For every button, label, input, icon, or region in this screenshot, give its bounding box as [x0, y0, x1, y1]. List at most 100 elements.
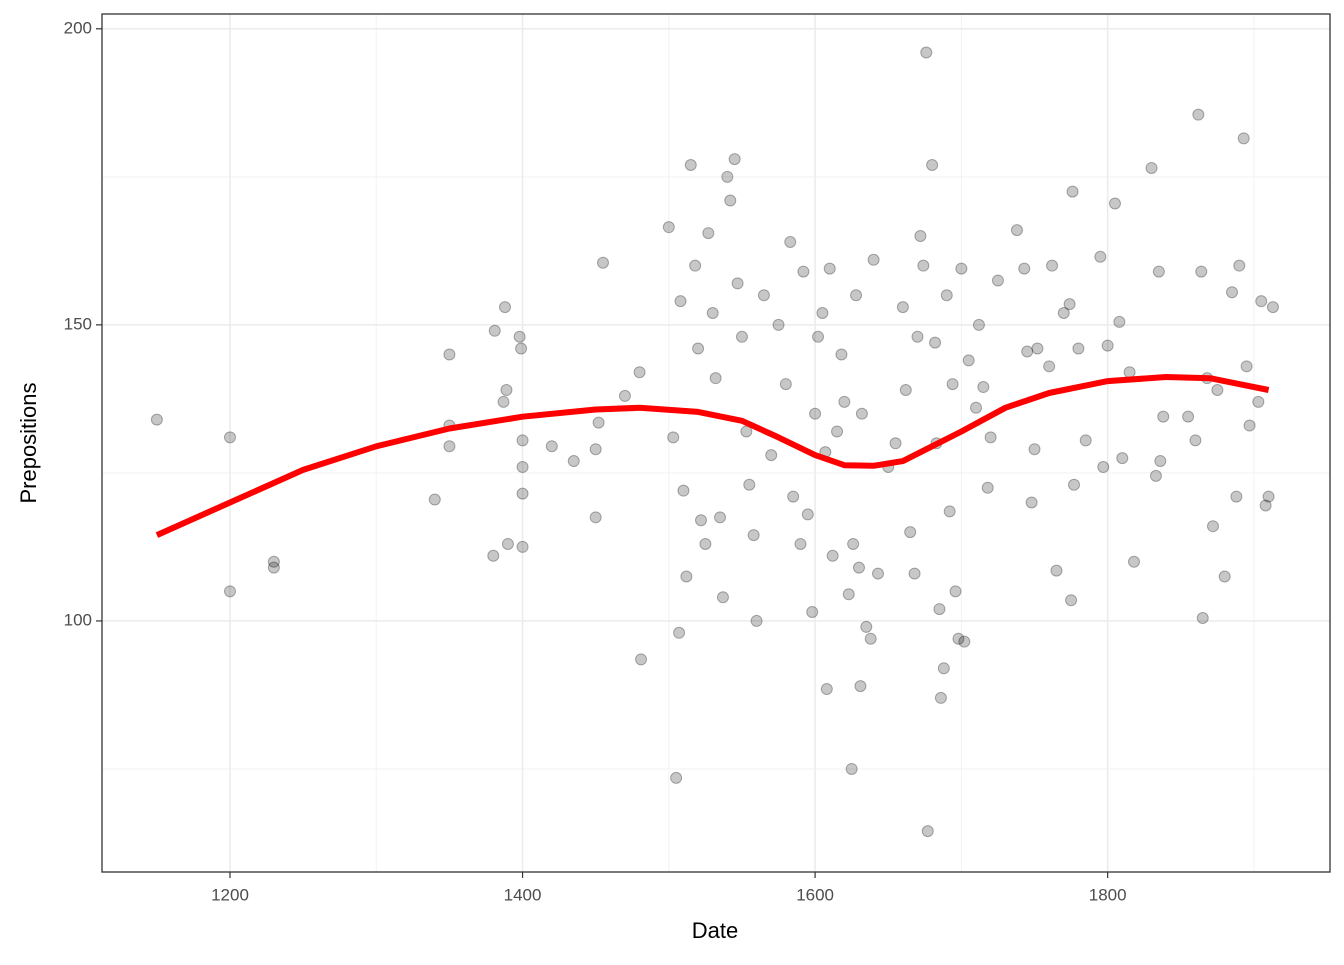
point	[267, 561, 280, 574]
point	[1057, 307, 1070, 320]
point	[731, 277, 744, 290]
y-tick-label: 150	[64, 314, 92, 333]
point	[428, 493, 441, 506]
point	[896, 301, 909, 314]
point	[872, 567, 885, 580]
point	[787, 490, 800, 503]
point	[1230, 490, 1243, 503]
point	[1211, 384, 1224, 397]
point	[150, 413, 163, 426]
point	[1066, 185, 1079, 198]
point	[223, 431, 236, 444]
point	[545, 440, 558, 453]
point	[860, 620, 873, 633]
point	[854, 680, 867, 693]
point	[962, 354, 975, 367]
point	[1021, 345, 1034, 358]
point	[684, 158, 697, 171]
point	[706, 307, 719, 320]
point	[835, 348, 848, 361]
point	[747, 529, 760, 542]
point	[867, 253, 880, 266]
y-axis-title: Prepositions	[16, 382, 41, 503]
point	[1237, 132, 1250, 145]
point	[943, 505, 956, 518]
point	[970, 401, 983, 414]
point	[498, 301, 511, 314]
point	[765, 449, 778, 462]
point	[1255, 295, 1268, 308]
point	[889, 437, 902, 450]
point	[728, 153, 741, 166]
point	[929, 336, 942, 349]
point	[1218, 570, 1231, 583]
point	[1252, 395, 1265, 408]
x-tick-label: 1600	[796, 885, 834, 904]
point	[1108, 197, 1121, 210]
point	[1113, 315, 1126, 328]
point	[937, 662, 950, 675]
point	[670, 771, 683, 784]
point	[981, 481, 994, 494]
point	[635, 653, 648, 666]
point	[1043, 360, 1056, 373]
point	[1068, 478, 1081, 491]
point	[809, 407, 822, 420]
point	[667, 431, 680, 444]
point	[784, 235, 797, 248]
point	[633, 366, 646, 379]
point	[816, 307, 829, 320]
point	[949, 585, 962, 598]
point	[1116, 452, 1129, 465]
point	[806, 606, 819, 619]
point	[1225, 286, 1238, 299]
point	[855, 407, 868, 420]
point	[515, 342, 528, 355]
x-tick-label: 1200	[211, 885, 249, 904]
point	[597, 256, 610, 269]
point	[1189, 434, 1202, 447]
point	[589, 443, 602, 456]
point	[674, 295, 687, 308]
point	[852, 561, 865, 574]
point	[223, 585, 236, 598]
point	[513, 330, 526, 343]
point	[838, 395, 851, 408]
point	[443, 348, 456, 361]
point	[699, 537, 712, 550]
y-tick-label: 200	[64, 18, 92, 37]
point	[1079, 434, 1092, 447]
point	[991, 274, 1004, 287]
point	[977, 381, 990, 394]
point	[955, 262, 968, 275]
point	[911, 330, 924, 343]
point	[673, 626, 686, 639]
point	[709, 372, 722, 385]
point	[267, 555, 280, 568]
point	[1149, 469, 1162, 482]
point	[1233, 259, 1246, 272]
point	[801, 508, 814, 521]
point	[735, 330, 748, 343]
point	[1094, 250, 1107, 263]
point	[899, 384, 912, 397]
point	[680, 570, 693, 583]
smooth-line	[155, 374, 1270, 538]
point	[497, 395, 510, 408]
point	[1050, 564, 1063, 577]
point	[589, 511, 602, 524]
point	[845, 762, 858, 775]
point	[443, 440, 456, 453]
point	[984, 431, 997, 444]
point	[917, 259, 930, 272]
point	[933, 603, 946, 616]
x-tick-label: 1800	[1089, 885, 1127, 904]
point	[1195, 265, 1208, 278]
point	[864, 632, 877, 645]
point	[1240, 360, 1253, 373]
point	[850, 289, 863, 302]
point	[1266, 301, 1279, 314]
point	[1123, 366, 1136, 379]
point	[1145, 161, 1158, 174]
